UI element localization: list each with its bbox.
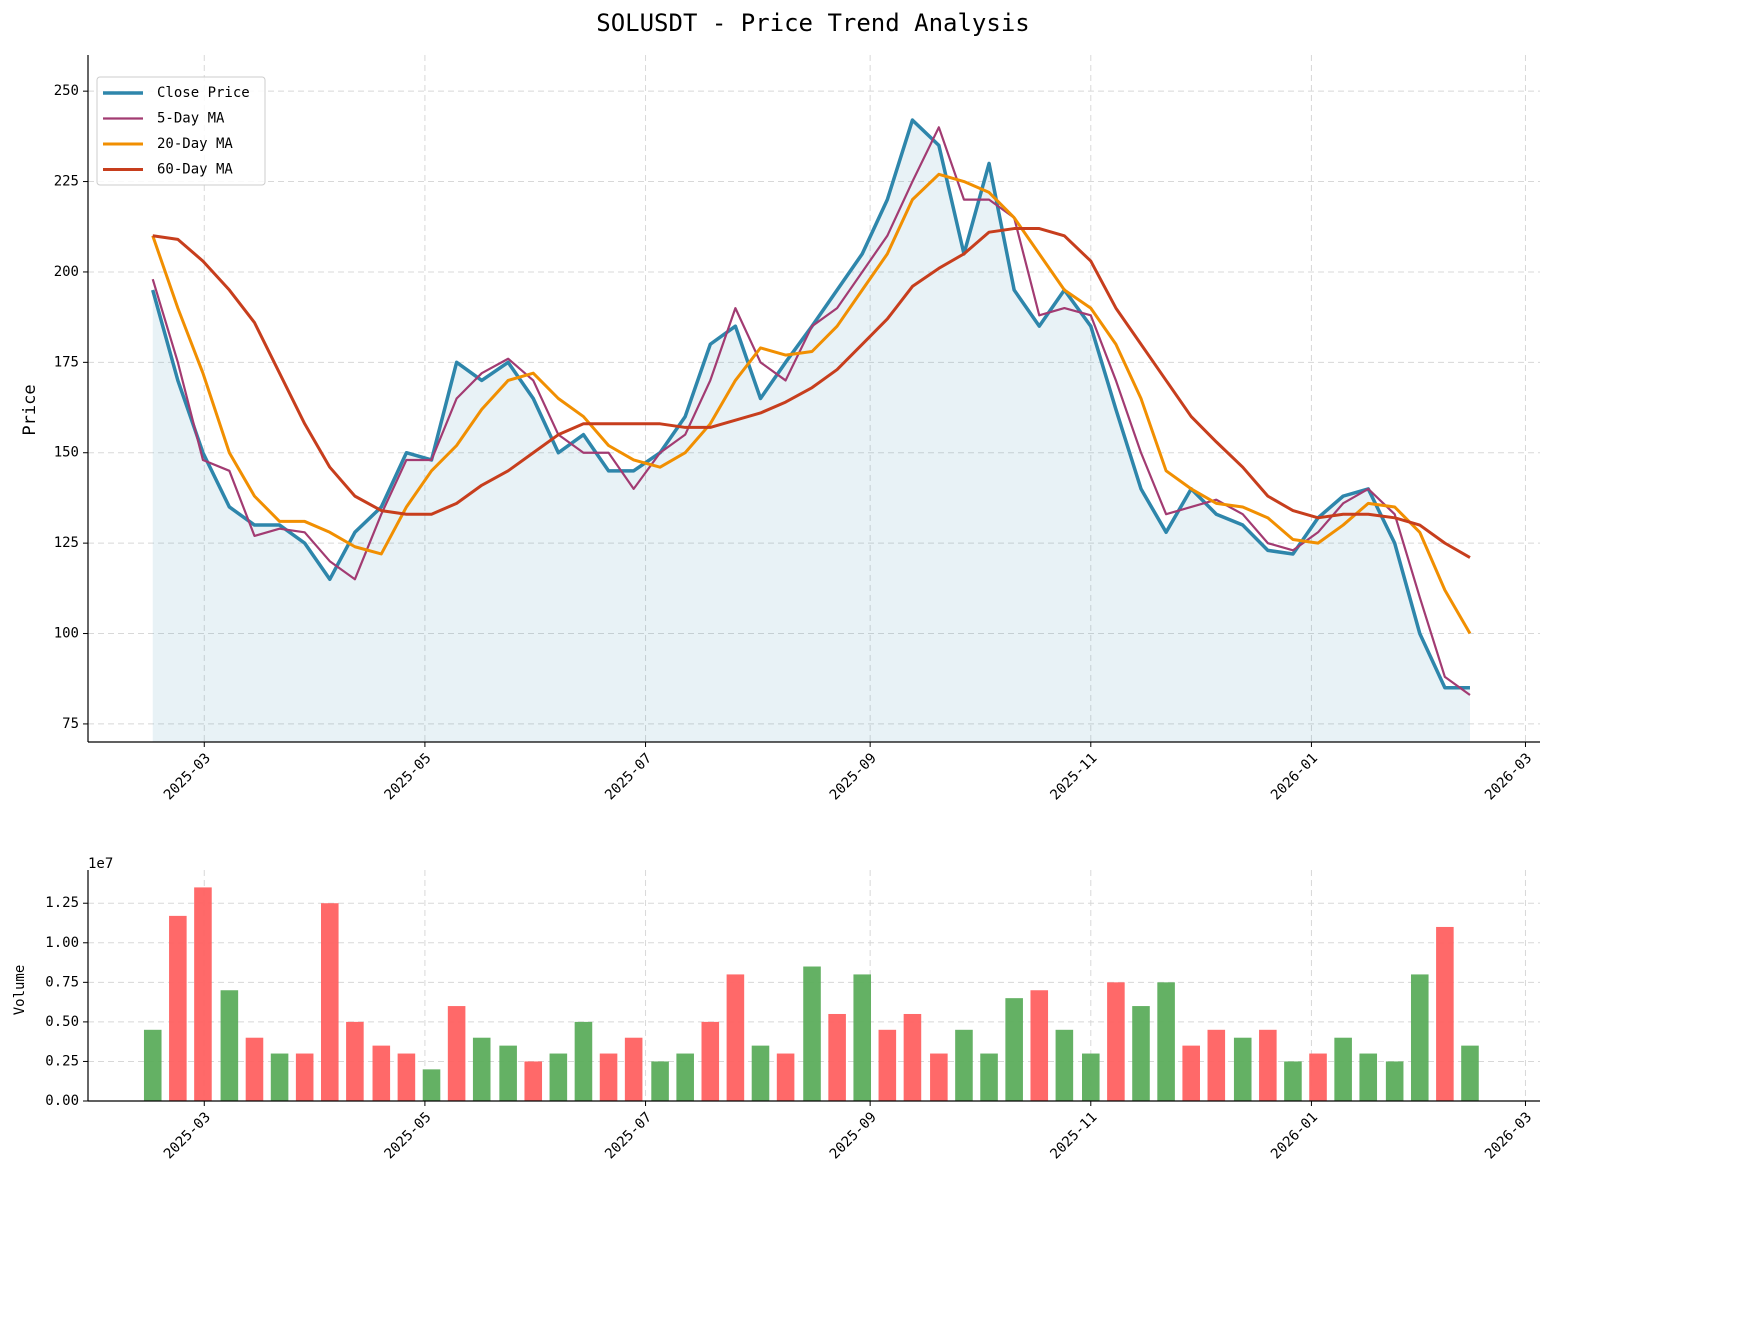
bar [930, 1053, 948, 1101]
y-tick-label: 75 [62, 716, 79, 732]
bar [1030, 990, 1049, 1101]
x-tick-label: 2026-01 [1268, 1109, 1321, 1162]
bar [1410, 974, 1429, 1101]
bar [447, 1006, 466, 1101]
bar [1082, 1053, 1100, 1101]
chart-title: SOLUSDT - Price Trend Analysis [596, 9, 1029, 37]
bar [169, 915, 187, 1101]
y-tick-label: 225 [54, 174, 79, 190]
y-tick-label: 100 [54, 626, 79, 642]
x-tick-label: 2026-03 [1482, 750, 1535, 803]
bar [828, 1013, 846, 1101]
y-tick-label: 250 [54, 83, 79, 99]
bar [220, 990, 239, 1101]
bar [1385, 1061, 1404, 1101]
bar [1182, 1045, 1200, 1101]
bar [1309, 1053, 1327, 1101]
legend-label: 60-Day MA [157, 162, 233, 178]
bar [1461, 1045, 1479, 1101]
bar [751, 1045, 770, 1101]
y-tick-label: 1.25 [45, 895, 79, 911]
x-tick-label: 2025-05 [382, 750, 435, 803]
bar [372, 1045, 391, 1101]
x-tick-label: 2025-11 [1047, 750, 1100, 803]
legend-box [96, 76, 266, 186]
bar [903, 1013, 922, 1101]
x-tick-label: 2025-07 [602, 750, 655, 803]
bar [1436, 926, 1454, 1101]
y-tick-label: 0.50 [45, 1014, 79, 1030]
legend-label: 5-Day MA [157, 111, 225, 127]
bar [346, 1021, 364, 1101]
bar [1284, 1061, 1302, 1101]
bar [803, 966, 821, 1101]
y-tick-label: 0.75 [45, 974, 79, 990]
bar [1334, 1037, 1352, 1101]
bar [245, 1037, 264, 1101]
x-tick-label: 2025-03 [161, 1109, 214, 1162]
x-tick-label: 2025-11 [1047, 1109, 1100, 1162]
bar [878, 1029, 897, 1101]
bar [726, 974, 745, 1101]
bar [701, 1021, 720, 1101]
bar [980, 1053, 998, 1101]
bar [549, 1053, 568, 1101]
y-tick-label: 0.00 [45, 1093, 79, 1109]
bar [651, 1061, 669, 1101]
bar [1055, 1029, 1074, 1101]
x-tick-label: 2025-03 [161, 750, 214, 803]
bar [676, 1053, 694, 1101]
bar [397, 1053, 416, 1101]
y-tick-label: 175 [54, 354, 79, 370]
y-tick-label: 150 [54, 445, 79, 461]
bar [853, 974, 872, 1101]
bar [1359, 1053, 1378, 1101]
y-tick-label: 0.25 [45, 1053, 79, 1069]
y-tick-label: 200 [54, 264, 79, 280]
bar [1207, 1029, 1226, 1101]
bar [955, 1029, 973, 1101]
bar [499, 1045, 517, 1101]
bar [270, 1053, 289, 1101]
bar [1132, 1006, 1150, 1101]
bar [776, 1053, 795, 1101]
bar [624, 1037, 643, 1101]
bar [524, 1061, 543, 1101]
bar [194, 887, 212, 1101]
bar [320, 903, 339, 1101]
y-tick-label: 125 [54, 535, 79, 551]
x-tick-label: 2025-09 [827, 1109, 880, 1162]
x-tick-label: 2026-01 [1268, 750, 1321, 803]
bar [1107, 982, 1125, 1101]
y-axis-label: Volume [12, 965, 28, 1016]
legend-label: Close Price [157, 85, 250, 101]
legend-label: 20-Day MA [157, 136, 233, 152]
bar [599, 1053, 618, 1101]
bar [1157, 982, 1175, 1101]
bar [1005, 998, 1023, 1101]
bar [295, 1053, 314, 1101]
bar [422, 1069, 441, 1101]
bar [574, 1021, 593, 1101]
x-tick-label: 2025-05 [382, 1109, 435, 1162]
axis-multiplier: 1e7 [88, 856, 113, 872]
line [152, 227, 1471, 559]
bar [1259, 1029, 1277, 1101]
bar [143, 1029, 162, 1101]
x-tick-label: 2025-07 [602, 1109, 655, 1162]
x-tick-label: 2025-09 [827, 750, 880, 803]
y-tick-label: 1.00 [45, 935, 79, 951]
bar [472, 1037, 491, 1101]
line [151, 172, 1472, 635]
line [151, 126, 1471, 696]
area [152, 120, 1470, 742]
y-axis-label: Price [20, 384, 40, 435]
x-tick-label: 2026-03 [1482, 1109, 1535, 1162]
bar [1233, 1037, 1252, 1101]
